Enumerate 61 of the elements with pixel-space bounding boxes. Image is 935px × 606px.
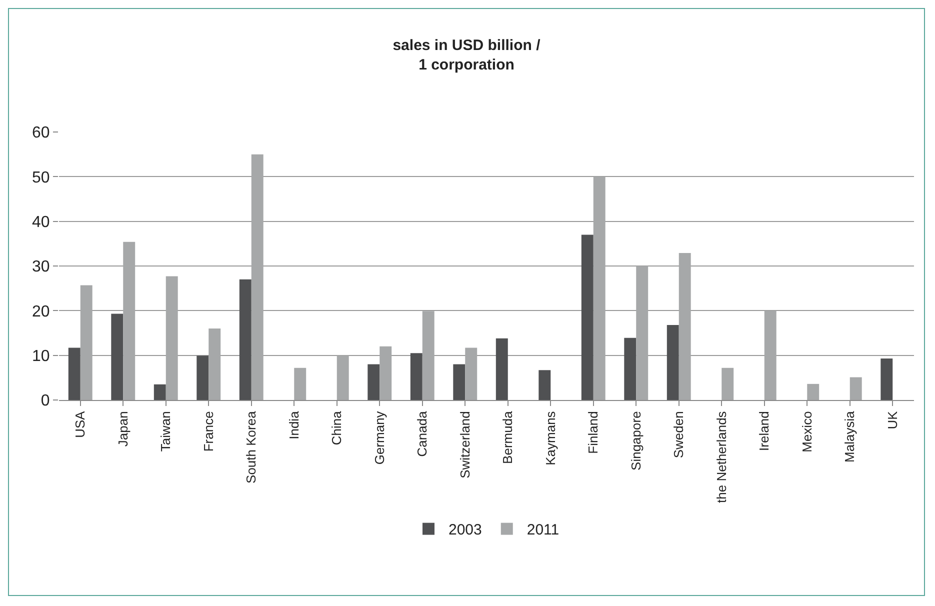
legend-label: 2011 bbox=[526, 522, 560, 539]
bar bbox=[465, 348, 478, 400]
bar bbox=[380, 346, 392, 400]
x-tick-label: China bbox=[329, 410, 344, 446]
x-tick-label: Taiwan bbox=[158, 411, 174, 452]
bar bbox=[624, 338, 636, 400]
bar bbox=[154, 384, 166, 400]
y-tick-label: 60 bbox=[32, 124, 50, 142]
x-tick-label: the Netherlands bbox=[714, 410, 729, 503]
y-tick-label: 30 bbox=[32, 258, 50, 276]
x-tick-label: Finland bbox=[586, 411, 601, 454]
x-tick-label: Kaymans bbox=[542, 410, 558, 466]
x-tick-label: Singapore bbox=[628, 411, 644, 470]
bar bbox=[123, 242, 136, 400]
bar bbox=[251, 154, 264, 400]
x-tick-label: Canada bbox=[414, 410, 430, 457]
bar bbox=[410, 353, 422, 400]
y-tick-label: 50 bbox=[32, 169, 50, 186]
bar bbox=[368, 364, 380, 400]
bar bbox=[336, 355, 349, 400]
x-tick-label: France bbox=[200, 411, 216, 452]
bar bbox=[422, 311, 434, 400]
x-tick-label: India bbox=[286, 410, 302, 440]
y-tick-label: 0 bbox=[40, 392, 50, 410]
bar bbox=[196, 356, 209, 400]
x-tick-label: South Korea bbox=[244, 410, 259, 484]
x-tick-label: Switzerland bbox=[457, 411, 472, 478]
bar bbox=[453, 364, 466, 400]
x-tick-label: Mexico bbox=[799, 411, 814, 452]
bar bbox=[239, 279, 252, 400]
bar bbox=[807, 384, 820, 400]
bar bbox=[294, 368, 306, 400]
legend-label: 2003 bbox=[448, 522, 482, 539]
bar bbox=[538, 370, 551, 400]
y-tick-label: 10 bbox=[32, 348, 50, 365]
bar bbox=[496, 338, 508, 400]
x-tick-label: Malaysia bbox=[842, 410, 858, 462]
x-tick-label: UK bbox=[884, 410, 900, 430]
bar bbox=[764, 310, 776, 400]
bar bbox=[593, 176, 606, 400]
x-tick-label: Bermuda bbox=[500, 410, 516, 464]
x-tick-label: Japan bbox=[115, 411, 130, 447]
bar bbox=[80, 285, 92, 400]
x-tick-label: Sweden bbox=[671, 411, 686, 458]
chart-title: sales in USD billion / 1 corporation bbox=[392, 37, 542, 74]
bar bbox=[850, 377, 862, 400]
x-tick-label: Ireland bbox=[756, 411, 772, 451]
y-tick-label: 20 bbox=[32, 303, 50, 320]
x-tick-label: USA bbox=[72, 410, 88, 438]
bar bbox=[636, 266, 648, 400]
bar bbox=[722, 368, 734, 400]
bar bbox=[208, 328, 221, 400]
bar bbox=[880, 358, 893, 400]
bar bbox=[678, 253, 691, 400]
x-tick-label: Germany bbox=[372, 410, 387, 465]
y-tick-label: 40 bbox=[32, 214, 50, 231]
bar bbox=[166, 276, 178, 400]
bar bbox=[68, 348, 80, 400]
bar bbox=[111, 314, 124, 400]
bar bbox=[581, 234, 594, 400]
bar bbox=[666, 324, 679, 400]
